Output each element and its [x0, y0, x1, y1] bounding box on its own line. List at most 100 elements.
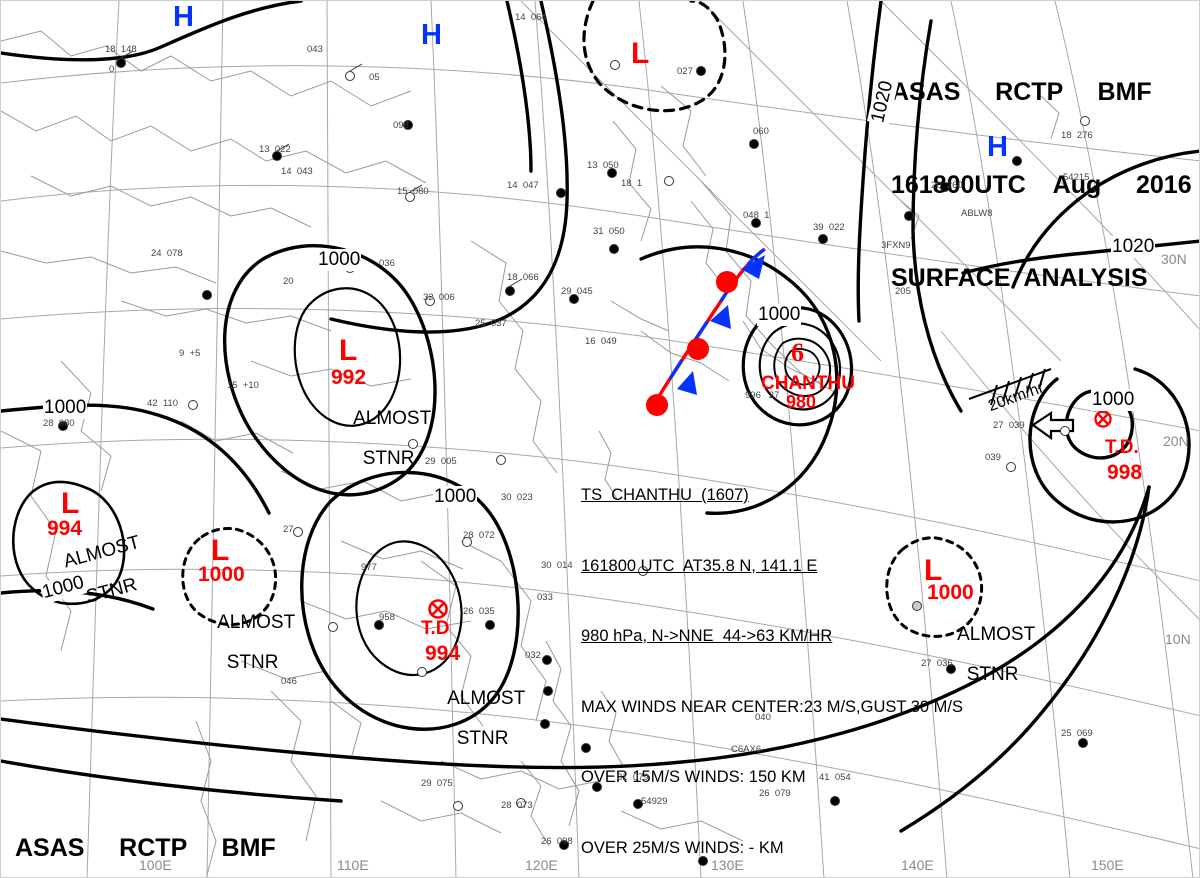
station-plot: 41 054 — [819, 772, 851, 783]
storm-info-line3: 980 hPa, N->NNE 44->63 KM/HR — [581, 627, 833, 645]
storm-info-line2: 161800 UTC AT35.8 N, 141.1 E — [581, 556, 818, 575]
station-plot: 54215 — [1063, 172, 1090, 183]
station-plot: 28 980 — [43, 418, 75, 429]
station-plot: 20 — [283, 276, 294, 287]
almost-label: ALMOST — [957, 624, 1036, 645]
td-994-pressure: 994 — [425, 642, 461, 665]
chanthu-name-label: CHANTHU — [761, 373, 855, 394]
station-plot: 28 073 — [501, 800, 533, 811]
station-plot: 31 050 — [593, 226, 625, 237]
lon-label-110E: 110E — [337, 857, 369, 873]
station-plot: 27 036 — [921, 658, 953, 669]
station-plot: 28 072 — [463, 530, 495, 541]
station-plot: 20 260 — [931, 180, 963, 191]
station-plot: 30 023 — [501, 492, 533, 503]
station-plot: 958 — [379, 612, 395, 623]
almost-label: ALMOST — [353, 408, 432, 429]
high-marker-nw: H — [173, 1, 194, 33]
station-plot: 54929 — [641, 796, 668, 807]
station-plot: 29 075 — [421, 778, 453, 789]
station-plot: 27 — [283, 524, 294, 535]
storm-info-line6: OVER 25M/S WINDS: - KM — [581, 838, 784, 857]
title-top-line3: SURFACE ANALYSIS — [891, 264, 1148, 292]
station-plot: 27 039 — [993, 420, 1025, 431]
station-plot: 18 276 — [1061, 130, 1093, 141]
almost-label: ALMOST — [61, 531, 143, 573]
station-plot: C6AX6 — [731, 744, 762, 755]
title-top-line1: ASAS RCTP BMF — [891, 78, 1152, 106]
station-plot: 14 047 — [507, 180, 539, 191]
lon-label-140E: 140E — [901, 857, 934, 873]
isobar-label-1000-a: 1000 — [317, 249, 362, 271]
title-bottom-line1: ASAS RCTP BMF — [15, 834, 276, 862]
td-998-pressure: 998 — [1107, 461, 1143, 484]
station-plot: 977 — [361, 562, 377, 573]
station-plot: 29 005 — [425, 456, 457, 467]
station-plot: 033 — [537, 592, 553, 603]
lat-label-10N: 10N — [1165, 631, 1191, 647]
warm-front-bumps — [646, 271, 738, 416]
station-plot: 098 — [393, 120, 409, 131]
low-marker-1000-right: L — [924, 554, 943, 587]
cold-front-barbs — [677, 255, 765, 395]
low-marker-korea: L — [631, 37, 650, 70]
chanthu-pressure: 980 — [786, 392, 817, 412]
lon-label-130E: 130E — [711, 857, 744, 873]
td-998-label: T.D. — [1105, 437, 1139, 458]
station-plot: 9 +5 — [179, 348, 201, 359]
high-marker-n: H — [421, 19, 442, 51]
motion-trough — [968, 368, 1052, 406]
station-plot: 25 069 — [1061, 728, 1093, 739]
station-plot: 26 035 — [463, 606, 495, 617]
lat-label-20N: 20N — [1163, 433, 1189, 449]
low-marker-994: L — [61, 487, 80, 520]
low-pressure-994: 994 — [47, 517, 83, 540]
storm-info-block: TS CHANTHU (1607) 161800 UTC AT35.8 N, 1… — [581, 437, 963, 877]
isobar-label-1000-c: 1000 — [43, 397, 88, 419]
station-plot: 0 — [109, 64, 115, 75]
station-plot: 24 078 — [151, 248, 183, 259]
station-plot: 996 27 — [745, 390, 780, 401]
low-1000-right-motion: ALMOST STNR — [937, 605, 1035, 705]
td-994-motion: ALMOST STNR — [427, 669, 525, 769]
low-marker-992: L — [339, 334, 358, 367]
station-plot: 16 049 — [585, 336, 617, 347]
title-top-line2: 161800UTC Aug 2016 — [891, 171, 1192, 199]
low-marker-1000-left: L — [211, 534, 230, 567]
low-pressure-992: 992 — [331, 366, 367, 389]
storm-info-line1: TS CHANTHU (1607) — [581, 486, 749, 504]
title-block-top: ASAS RCTP BMF 161800UTC Aug 2016 SURFACE… — [891, 15, 1192, 356]
station-plot: 39 022 — [813, 222, 845, 233]
station-plot: 30 014 — [541, 560, 573, 571]
station-plot: 18 148 — [105, 44, 137, 55]
station-plot: ABLW8 — [961, 208, 993, 219]
almost-label: ALMOST — [217, 612, 296, 633]
station-plot: 26 098 — [541, 836, 573, 847]
low-992-motion: ALMOST STNR — [333, 389, 431, 489]
isobar-label-1020-b: 1020 — [1111, 236, 1156, 258]
station-plot: 039 — [985, 452, 1001, 463]
station-plot: 13 050 — [587, 160, 619, 171]
stnr-label: STNR — [83, 574, 140, 608]
station-plot: 32 006 — [423, 292, 455, 303]
isobar-label-1000-d: 1000 — [433, 486, 478, 508]
lon-label-100E: 100E — [139, 857, 172, 873]
lon-label-150E: 150E — [1091, 857, 1124, 873]
station-plot: 048 1 — [743, 210, 770, 221]
station-plot: 043 — [307, 44, 323, 55]
station-plot: 31 079 — [617, 772, 649, 783]
station-plot: 027 — [677, 66, 693, 77]
title-block-bottom: ASAS RCTP BMF 161800UTC Aug 2016 SURFACE… — [15, 771, 316, 877]
low-pressure-1000-right: 1000 — [927, 581, 974, 604]
station-plot: 26 079 — [759, 788, 791, 799]
isobar-label-1000-e: 1000 — [1091, 389, 1136, 411]
station-plot: 060 — [753, 126, 769, 137]
station-plot: 18 1 — [621, 178, 643, 189]
front-line — [649, 247, 766, 410]
low-1000-left-motion: ALMOST STNR — [197, 593, 295, 693]
movement-arrow-west — [1031, 410, 1075, 441]
lon-label-120E: 120E — [525, 857, 558, 873]
station-plot: 29 045 — [561, 286, 593, 297]
isobars — [1, 1, 1199, 833]
station-plot: 18 066 — [507, 272, 539, 283]
